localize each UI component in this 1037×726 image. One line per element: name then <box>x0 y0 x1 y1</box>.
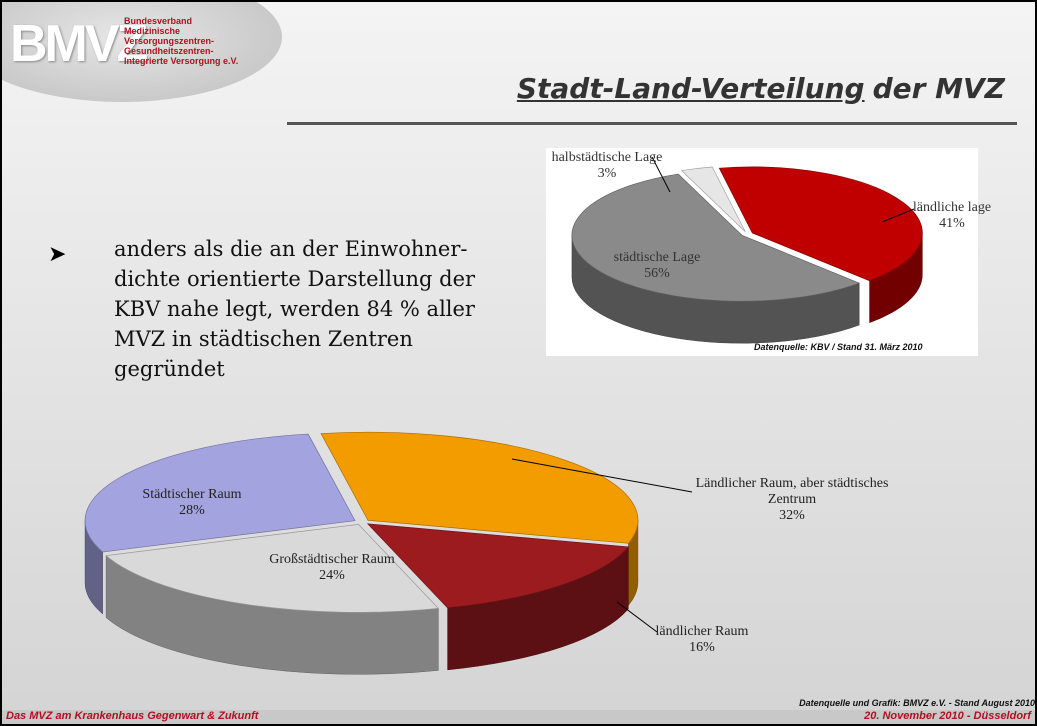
pie-slice <box>84 433 356 553</box>
logo-line: Integrierte Versorgung e.V. <box>124 56 239 66</box>
slice-category: ländlicher Raum <box>655 624 749 639</box>
title-rest: der MVZ <box>872 72 1005 105</box>
chart-source: Datenquelle: KBV / Stand 31. März 2010 <box>754 342 923 352</box>
pie-slice <box>571 173 861 302</box>
slice-category: halbstädtische Lage <box>551 150 663 165</box>
chart-source: Datenquelle und Grafik: BMVZ e.V. - Stan… <box>799 698 1035 708</box>
slide-title: Stadt-Land-Verteilung der MVZ <box>517 72 1005 105</box>
slice-value: 24% <box>319 568 345 583</box>
logo-mark: BMVZ <box>10 15 148 73</box>
slice-label: Großstädtischer Raum 24% <box>247 552 417 584</box>
logo-line: Bundesverband <box>124 16 193 26</box>
footer-band <box>2 710 1035 724</box>
slice-category: ländliche lage <box>912 200 992 215</box>
footer-left: Das MVZ am Krankenhaus Gegenwart & Zukun… <box>6 710 259 722</box>
logo-line: Medizinische <box>124 26 181 36</box>
logo-line: Versorgungszentren- <box>124 36 215 46</box>
slice-value: 28% <box>179 503 205 518</box>
title-underlined: Stadt-Land-Verteilung <box>516 72 865 105</box>
leader-line <box>511 458 693 493</box>
slice-category: Großstädtischer Raum <box>269 552 395 567</box>
slice-label: ländlicher Raum 16% <box>632 624 772 656</box>
slice-value: 41% <box>939 216 965 231</box>
logo-text: Bundesverband Medizinische Versorgungsze… <box>124 16 238 66</box>
leader-line <box>616 601 658 633</box>
leader-line <box>881 208 915 223</box>
pie-slice <box>366 523 630 609</box>
slice-label: städtische Lage 56% <box>592 250 722 282</box>
bullet-text: anders als die an der Einwohner-dichte o… <box>114 237 476 381</box>
slice-category: Ländlicher Raum, aber städtisches Zentru… <box>695 476 889 507</box>
pie-slice <box>718 166 923 282</box>
slice-label: ländliche lage 41% <box>897 200 1007 232</box>
slice-value: 3% <box>597 166 617 181</box>
pie-slice <box>680 166 746 233</box>
pie-slice <box>105 523 440 613</box>
header-rule <box>287 122 1017 125</box>
pie-slice <box>320 431 639 544</box>
slice-value: 16% <box>689 640 715 655</box>
slice-category: städtische Lage <box>613 250 701 265</box>
slice-value: 32% <box>779 508 805 523</box>
slice-label: Ländlicher Raum, aber städtisches Zentru… <box>687 476 897 524</box>
slice-label: halbstädtische Lage 3% <box>547 150 667 182</box>
footer-right: 20. November 2010 - Düsseldorf <box>864 710 1031 722</box>
slice-value: 56% <box>644 266 670 281</box>
slice-category: Städtischer Raum <box>142 487 242 502</box>
slice-label: Städtischer Raum 28% <box>117 487 267 519</box>
logo-line: Gesundheitszentren- <box>124 46 214 56</box>
bullet-marker: ➤ <box>48 242 67 267</box>
leader-line <box>651 156 671 193</box>
